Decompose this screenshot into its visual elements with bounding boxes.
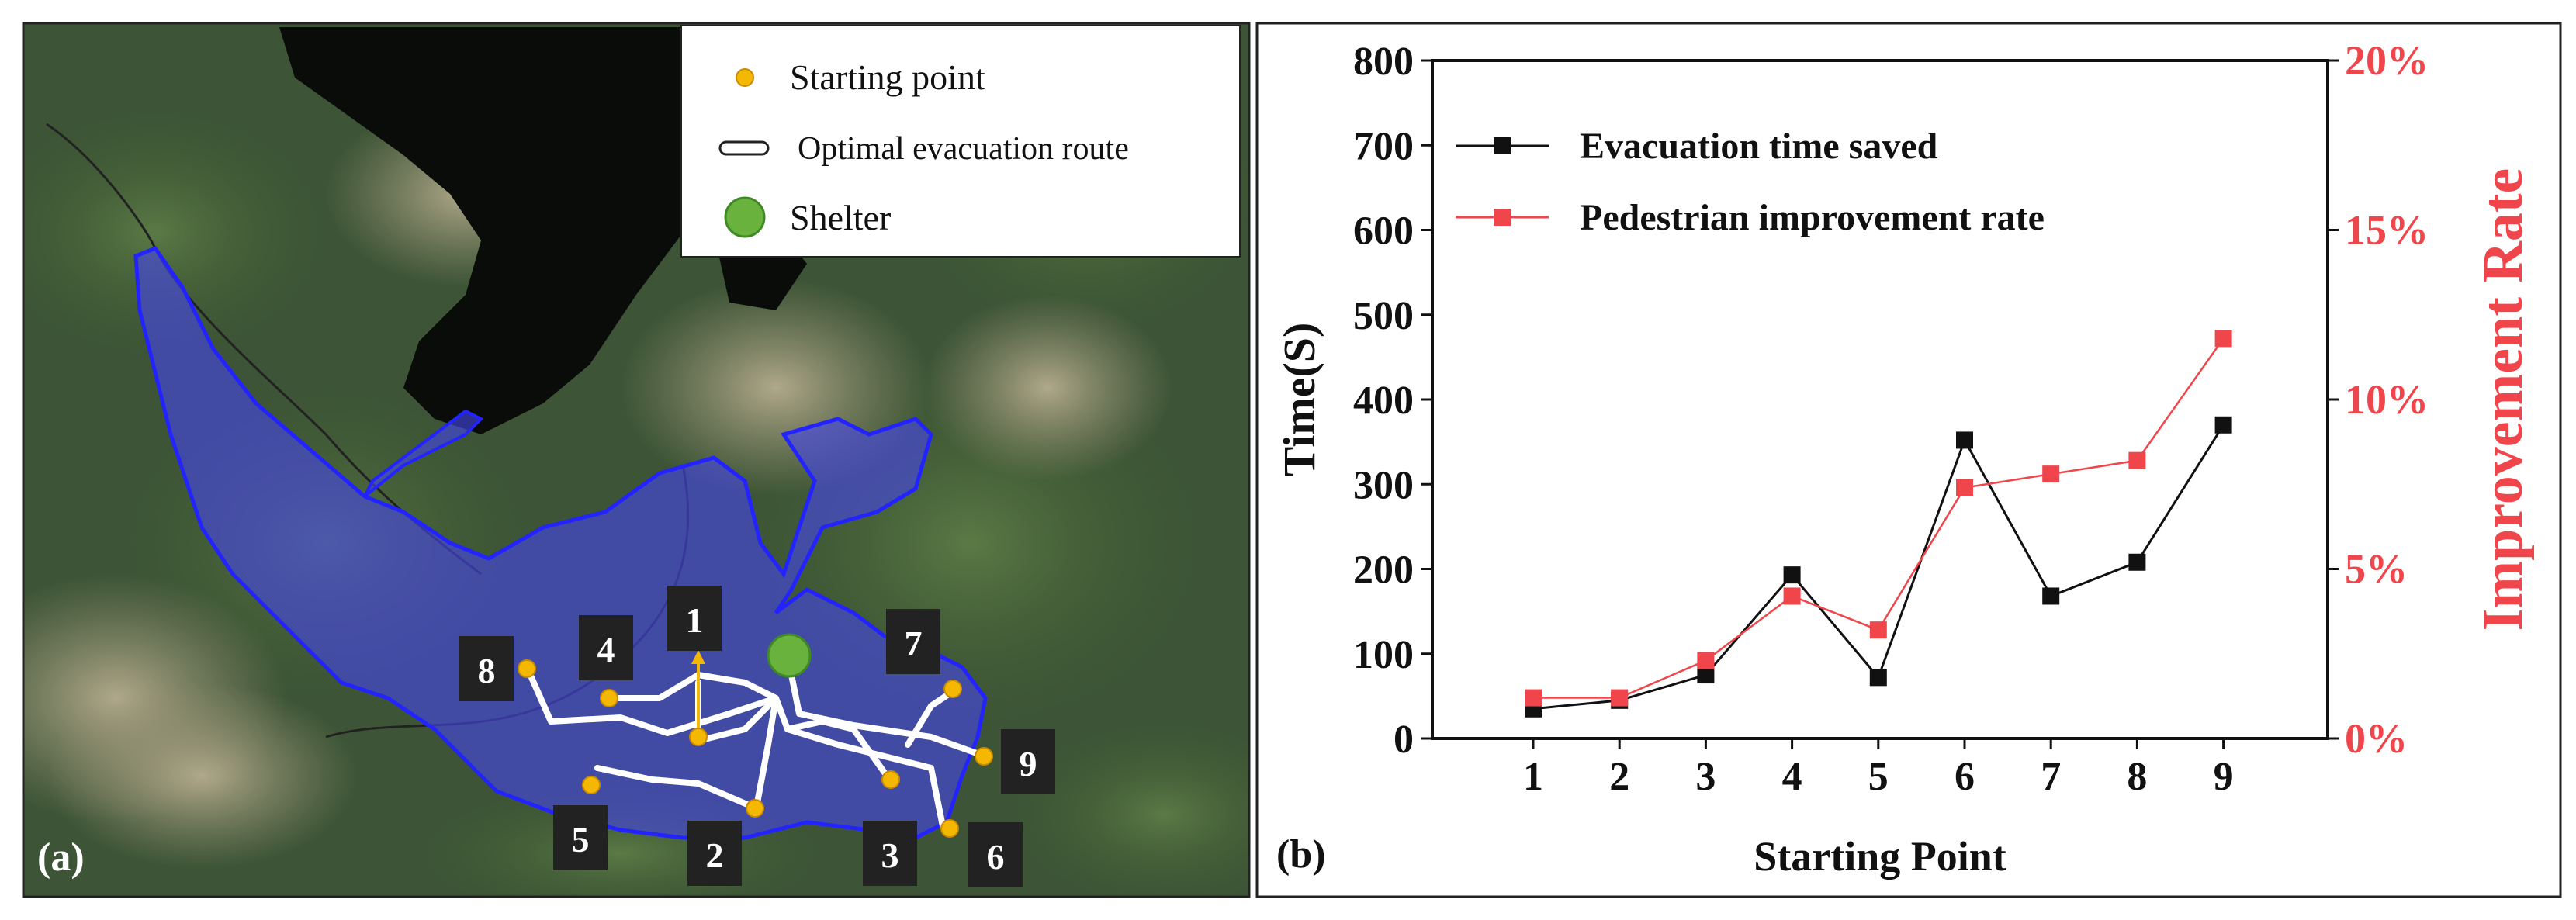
starting-point-7 bbox=[943, 680, 962, 698]
pedestrian-point-2 bbox=[1611, 689, 1629, 707]
evacuation-point-8 bbox=[2128, 553, 2146, 571]
x-tick-label: 4 bbox=[1782, 755, 1802, 799]
evacuation-routes bbox=[525, 652, 989, 829]
y-tick-label: 400 bbox=[1353, 379, 1414, 423]
starting-point-3 bbox=[881, 770, 900, 789]
y-tick-label: 100 bbox=[1353, 633, 1414, 677]
svg-text:3: 3 bbox=[881, 835, 899, 875]
chart-legend: Evacuation time saved Pedestrian improve… bbox=[1456, 126, 2045, 238]
x-tick-label: 8 bbox=[2127, 755, 2147, 799]
pedestrian-point-5 bbox=[1869, 621, 1887, 639]
starting-point-9 bbox=[975, 747, 993, 766]
legend-route-label: Optimal evacuation route bbox=[798, 131, 1129, 167]
x-tick-label: 9 bbox=[2214, 755, 2234, 799]
point-tag-8: 8 bbox=[459, 636, 514, 701]
pedestrian-point-9 bbox=[2214, 330, 2232, 348]
x-tick-label: 3 bbox=[1695, 755, 1716, 799]
starting-point-6 bbox=[940, 819, 959, 838]
point-tag-7: 7 bbox=[886, 609, 940, 674]
y-tick-label: 600 bbox=[1353, 209, 1414, 254]
starting-point-2 bbox=[746, 799, 764, 818]
starting-point-1 bbox=[689, 728, 708, 746]
pedestrian-point-1 bbox=[1525, 689, 1542, 707]
x-tick-label: 6 bbox=[1955, 755, 1975, 799]
svg-text:2: 2 bbox=[706, 835, 724, 875]
svg-text:9: 9 bbox=[1020, 744, 1037, 783]
point-tag-5: 5 bbox=[553, 805, 608, 870]
map-legend-box bbox=[680, 25, 1241, 258]
y-tick-label: 700 bbox=[1353, 124, 1414, 168]
starting-point-8 bbox=[518, 659, 536, 678]
legend-marker-evacuation bbox=[1494, 137, 1511, 154]
x-axis-title: Starting Point bbox=[1754, 833, 2006, 880]
evacuation-point-3 bbox=[1697, 666, 1715, 684]
legend-marker-pedestrian bbox=[1494, 209, 1511, 226]
starting-points bbox=[518, 659, 993, 838]
pedestrian-point-8 bbox=[2128, 451, 2146, 469]
point-tag-3: 3 bbox=[863, 821, 917, 886]
svg-text:1: 1 bbox=[686, 600, 704, 640]
y-right-axis: 0% 5% 10% 15% 20% bbox=[2328, 37, 2429, 762]
starting-point-5 bbox=[582, 776, 601, 794]
map-panel-border bbox=[22, 22, 1251, 898]
svg-text:6: 6 bbox=[987, 837, 1005, 877]
legend-shelter-label: Shelter bbox=[790, 198, 891, 237]
y-axis-title: Time(S) bbox=[1274, 323, 1324, 477]
pedestrian-point-4 bbox=[1783, 587, 1801, 605]
y2-tick-label: 0% bbox=[2345, 715, 2408, 762]
evacuation-point-4 bbox=[1783, 566, 1801, 584]
evacuation-point-7 bbox=[2042, 587, 2060, 605]
map-legend: Starting point Optimal evacuation route … bbox=[680, 25, 1241, 258]
flood-zone-branch bbox=[363, 409, 484, 498]
x-tick-label: 2 bbox=[1609, 755, 1629, 799]
legend-starting-point-icon bbox=[736, 68, 754, 87]
y-left-axis: 0 100 200 300 400 500 600 700 800 bbox=[1353, 40, 1432, 762]
legend-starting-point-label: Starting point bbox=[790, 57, 985, 97]
y2-tick-label: 10% bbox=[2345, 376, 2429, 423]
legend-route-icon bbox=[718, 140, 770, 156]
pedestrian-point-3 bbox=[1697, 652, 1715, 669]
svg-text:8: 8 bbox=[478, 651, 496, 690]
evacuation-point-9 bbox=[2214, 416, 2232, 434]
point-tag-6: 6 bbox=[968, 822, 1023, 887]
legend-shelter-icon bbox=[724, 196, 766, 238]
point-tag-9: 9 bbox=[1001, 729, 1055, 794]
x-axis: 1 2 3 4 5 6 7 8 9 bbox=[1523, 738, 2234, 799]
x-tick-label: 7 bbox=[2041, 755, 2061, 799]
pedestrian-point-7 bbox=[2042, 465, 2060, 483]
y-tick-label: 200 bbox=[1353, 548, 1414, 593]
x-tick-label: 1 bbox=[1523, 755, 1543, 799]
svg-text:4: 4 bbox=[597, 630, 615, 669]
shelter-marker bbox=[767, 633, 812, 678]
svg-text:7: 7 bbox=[905, 624, 923, 663]
point-tag-2: 2 bbox=[687, 821, 742, 886]
legend-label-evacuation: Evacuation time saved bbox=[1580, 126, 1938, 167]
starting-point-4 bbox=[600, 689, 618, 707]
chart-panel-border bbox=[1255, 22, 2562, 898]
pedestrian-point-6 bbox=[1956, 479, 1973, 496]
y2-tick-label: 15% bbox=[2345, 207, 2429, 254]
point-tag-4: 4 bbox=[579, 615, 633, 680]
svg-text:5: 5 bbox=[572, 820, 590, 859]
evacuation-point-5 bbox=[1869, 669, 1887, 687]
panel-b-label: (b) bbox=[1276, 832, 1326, 877]
route-1-arrowhead bbox=[691, 650, 705, 664]
point-tags: 1 2 3 4 5 6 7 8 9 bbox=[459, 586, 1055, 887]
flood-zone bbox=[133, 245, 988, 840]
point-tag-1: 1 bbox=[667, 586, 722, 651]
y-tick-label: 800 bbox=[1353, 40, 1414, 84]
y2-tick-label: 5% bbox=[2345, 546, 2408, 593]
y-tick-label: 500 bbox=[1353, 294, 1414, 338]
legend-label-pedestrian: Pedestrian improvement rate bbox=[1580, 197, 2045, 238]
y-tick-label: 300 bbox=[1353, 463, 1414, 507]
y2-axis-title: Improvement Rate bbox=[2471, 168, 2535, 631]
series-layer bbox=[1525, 330, 2232, 718]
evacuation-point-6 bbox=[1956, 431, 1973, 449]
y-tick-label: 0 bbox=[1394, 718, 1414, 762]
y2-tick-label: 20% bbox=[2345, 37, 2429, 84]
chart-panel: 0 100 200 300 400 500 600 700 800 0% 5% 10% 15% 2 0% … bbox=[1255, 22, 2562, 898]
x-tick-label: 5 bbox=[1868, 755, 1889, 799]
panel-a-label: (a) bbox=[37, 835, 85, 880]
